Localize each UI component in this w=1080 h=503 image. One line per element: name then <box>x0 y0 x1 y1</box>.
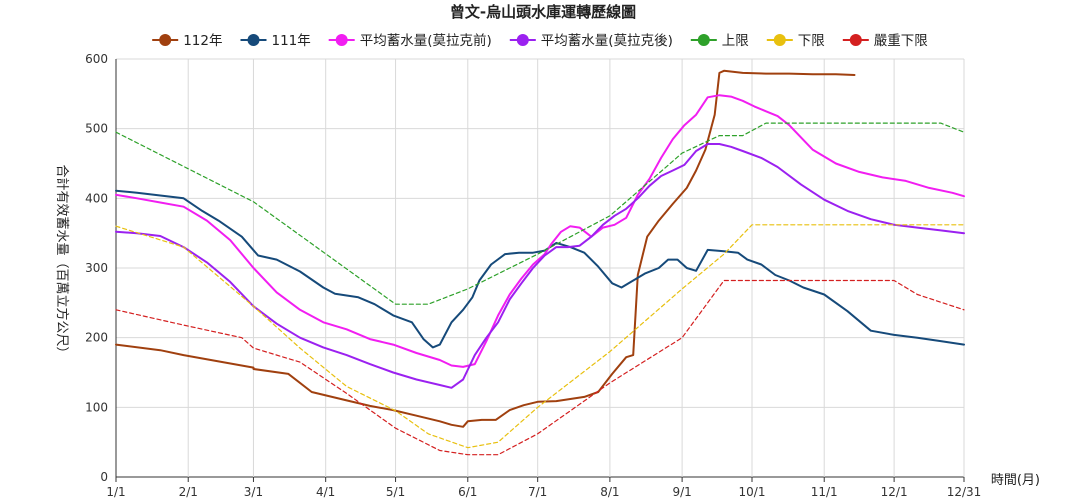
x-tick-label: 6/1 <box>458 485 477 499</box>
legend-label: 下限 <box>798 33 825 49</box>
x-tick-label: 1/1 <box>106 485 125 499</box>
legend-item-6[interactable]: 嚴重下限 <box>842 33 928 49</box>
series-layer <box>115 69 965 456</box>
x-tick-label: 9/1 <box>672 485 691 499</box>
x-tick-label: 5/1 <box>386 485 405 499</box>
axes: 0 100 200 300 400 500 600 1/1 2/1 3/1 4/1 5/1 6/1 7/1… <box>85 52 981 499</box>
legend-swatch-marker <box>773 34 786 46</box>
y-tick-label: 600 <box>85 52 108 66</box>
series-line-0 <box>115 69 856 428</box>
legend-item-3[interactable]: 平均蓄水量(莫拉克後) <box>509 33 673 49</box>
y-tick-label: 0 <box>100 470 108 484</box>
x-tick-label: 3/1 <box>244 485 263 499</box>
legend-item-5[interactable]: 下限 <box>766 33 825 49</box>
legend-item-1[interactable]: 111年 <box>240 33 311 49</box>
series-line-1 <box>115 189 965 349</box>
x-tick-label: 12/1 <box>881 485 908 499</box>
legend: 112年 111年 平均蓄水量(莫拉克前) 平均蓄水量(莫拉克後) 上限 下限 嚴重下限 <box>152 32 928 49</box>
x-axis-title: 時間(月) <box>991 473 1040 488</box>
legend-label: 平均蓄水量(莫拉克前) <box>360 32 492 49</box>
legend-label: 111年 <box>272 33 311 49</box>
grid <box>115 58 965 478</box>
x-tick-label: 10/1 <box>739 485 766 499</box>
legend-label: 上限 <box>722 33 749 49</box>
series-line-2 <box>115 94 965 368</box>
y-tick-label: 200 <box>85 331 108 345</box>
legend-swatch-marker <box>697 34 710 46</box>
legend-swatch-marker <box>159 34 172 46</box>
legend-swatch-marker <box>247 34 260 46</box>
x-tick-label: 4/1 <box>316 485 335 499</box>
x-tick-label: 2/1 <box>179 485 198 499</box>
y-tick-label: 500 <box>85 122 108 136</box>
series-line-5 <box>115 224 965 449</box>
x-tick-label: 8/1 <box>600 485 619 499</box>
legend-item-4[interactable]: 上限 <box>690 33 749 49</box>
legend-item-2[interactable]: 平均蓄水量(莫拉克前) <box>328 32 492 49</box>
y-tick-label: 100 <box>85 400 108 414</box>
y-axis-title: 合計有效蓄水量（百萬立方公尺） <box>54 164 70 359</box>
chart-title: 曾文-烏山頭水庫運轉歷線圖 <box>450 3 636 21</box>
legend-swatch-marker <box>335 34 348 46</box>
series-line-3 <box>115 143 965 389</box>
legend-swatch-marker <box>516 34 529 46</box>
legend-label: 112年 <box>183 33 222 49</box>
series-line-4 <box>115 122 965 305</box>
legend-label: 平均蓄水量(莫拉克後) <box>541 33 673 49</box>
x-tick-label: 7/1 <box>528 485 547 499</box>
y-tick-label: 300 <box>85 261 108 275</box>
series-line-6 <box>115 279 965 456</box>
legend-label: 嚴重下限 <box>874 33 928 49</box>
legend-item-0[interactable]: 112年 <box>152 33 222 49</box>
y-tick-label: 400 <box>85 191 108 205</box>
x-tick-label: 12/31 <box>947 485 982 499</box>
x-tick-label: 11/1 <box>811 485 838 499</box>
legend-swatch-marker <box>849 34 862 46</box>
